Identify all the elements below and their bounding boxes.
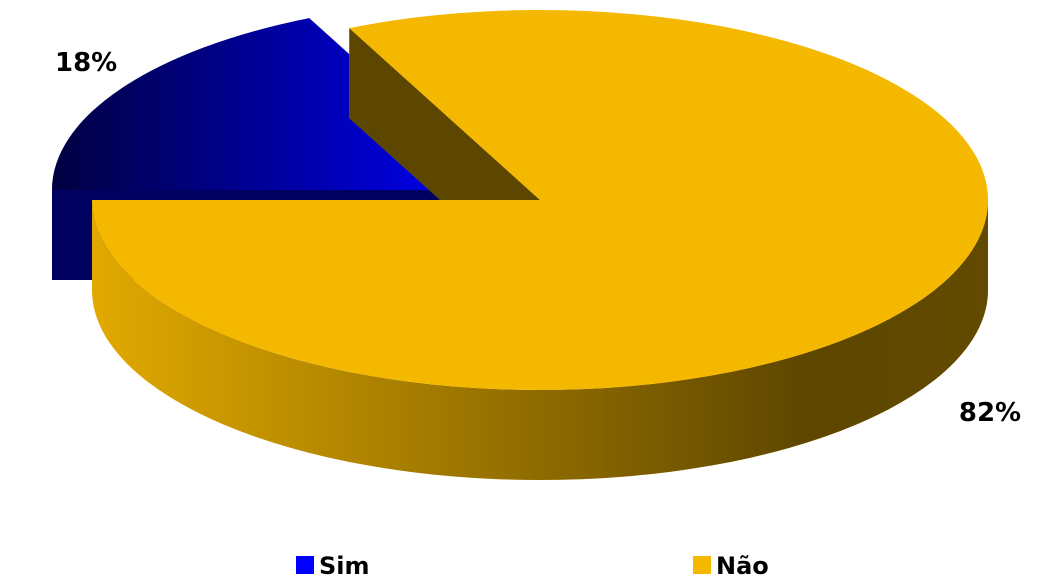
legend-label: Não [716,552,769,579]
data-label: 82% [959,398,1021,428]
slice-wall-shade [92,200,988,480]
data-label: 18% [55,48,117,78]
legend-swatch [693,556,711,574]
slice [92,10,988,391]
legend-swatch [296,556,314,574]
legend-label: Sim [319,552,370,579]
